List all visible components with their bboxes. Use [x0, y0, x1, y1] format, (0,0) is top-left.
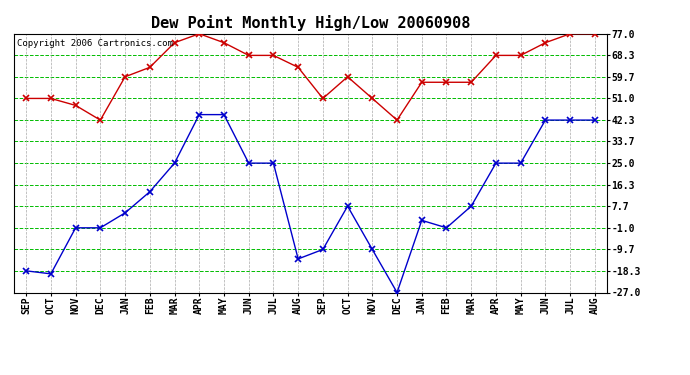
Title: Dew Point Monthly High/Low 20060908: Dew Point Monthly High/Low 20060908	[151, 15, 470, 31]
Text: Copyright 2006 Cartronics.com: Copyright 2006 Cartronics.com	[17, 39, 172, 48]
